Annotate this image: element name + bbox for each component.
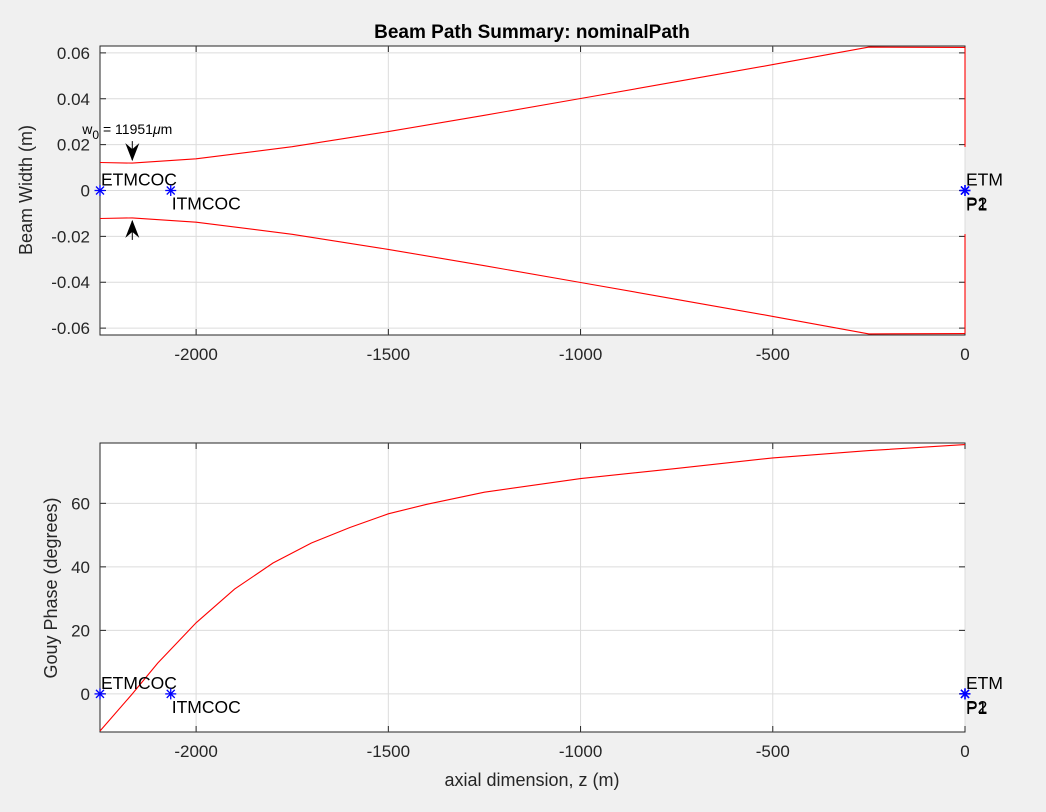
gouy-phase-x-tick-label: 0 xyxy=(960,742,969,761)
beam-width-y-tick-label: -0.06 xyxy=(51,319,90,338)
beam-width-axes: -2000 -1500 -1000 -500 0-0.06-0.04-0.0200.02… xyxy=(16,22,1003,364)
beam-width-y-label: Beam Width (m) xyxy=(16,125,36,255)
beam-width-x-tick-label: -500 xyxy=(756,345,790,364)
component-label-p2: P2 xyxy=(966,697,987,717)
waist-annotation: w0 = 11951μm xyxy=(81,121,172,142)
component-label-p2: P2 xyxy=(966,194,987,214)
component-label-p1: P1 xyxy=(966,195,987,215)
component-marker-etmcoc xyxy=(94,688,106,700)
marker-stroke xyxy=(960,186,970,195)
gouy-phase-axes: -2000 -1500 -1000 -500 0 0 20 40 60 ETMCOC ITMCOC… xyxy=(41,442,1003,790)
component-label-p1: P1 xyxy=(966,698,987,718)
waist-arrow-lower-head xyxy=(125,219,140,238)
beam-width-y-tick-label: 0 xyxy=(81,182,90,201)
beam-width-upper-curve xyxy=(99,46,965,164)
gouy-phase-curve xyxy=(99,444,966,732)
marker-stroke xyxy=(166,689,176,699)
component-marker-itmcoc xyxy=(165,185,177,196)
gouy-phase-plot-area xyxy=(99,442,966,733)
component-label-etm: ETM xyxy=(966,673,1003,693)
gouy-phase-y-tick-label: 0 xyxy=(81,685,90,704)
x-axis-label: axial dimension, z (m) xyxy=(444,770,619,790)
marker-stroke xyxy=(95,186,105,195)
beam-width-x-tick-label: -1000 xyxy=(559,345,602,364)
gouy-phase-y-tick-label: 40 xyxy=(71,558,90,577)
component-label-etmcoc: ETMCOC xyxy=(101,673,177,693)
marker-stroke xyxy=(95,689,105,699)
component-marker-p1 xyxy=(959,185,971,196)
gouy-phase-x-tick-label: -1000 xyxy=(559,742,602,761)
component-label-etmcoc: ETMCOC xyxy=(101,170,177,190)
beam-width-x-tick-label: -2000 xyxy=(174,345,217,364)
gouy-phase-x-tick-label: -1500 xyxy=(367,742,410,761)
marker-stroke xyxy=(960,689,970,699)
gouy-phase-data xyxy=(99,444,966,732)
waist-arrow-upper-head xyxy=(125,143,140,162)
component-marker-p1 xyxy=(959,688,971,700)
gouy-phase-ticks: -2000 -1500 -1000 -500 0 0 20 40 60 xyxy=(71,443,970,761)
gouy-phase-y-tick-label: 20 xyxy=(71,621,90,640)
beam-width-y-tick-label: 0.02 xyxy=(57,136,90,155)
beam-width-x-tick-label: 0 xyxy=(960,345,969,364)
beam-width-data: w0 = 11951μm xyxy=(81,46,966,335)
gouy-phase-x-tick-label: -2000 xyxy=(174,742,217,761)
beam-width-y-tick-label: 0.04 xyxy=(57,90,90,109)
beam-width-grid xyxy=(100,46,966,335)
component-marker-etmcoc xyxy=(94,185,106,196)
beam-width-y-tick-label: 0.06 xyxy=(57,44,90,63)
component-label-etm: ETM xyxy=(966,170,1003,190)
waist-annotation-unit: m xyxy=(161,121,173,137)
beam-width-lower-curve xyxy=(99,217,965,335)
gouy-phase-y-tick-label: 60 xyxy=(71,494,90,513)
waist-annotation-prefix: w xyxy=(81,121,93,137)
beam-width-ticks: -2000 -1500 -1000 -500 0-0.06-0.04-0.0200.02… xyxy=(51,44,969,364)
chart-title: Beam Path Summary: nominalPath xyxy=(374,22,690,43)
gouy-phase-grid xyxy=(100,443,966,732)
gouy-phase-y-label: Gouy Phase (degrees) xyxy=(41,497,61,678)
waist-annotation-subscript: 0 xyxy=(92,128,99,142)
waist-annotation-value: = 11951 xyxy=(99,121,153,137)
beam-width-y-tick-label: -0.02 xyxy=(51,227,90,246)
marker-stroke xyxy=(166,186,176,195)
waist-annotation-mu: μ xyxy=(152,121,161,137)
gouy-phase-x-tick-label: -500 xyxy=(756,742,790,761)
component-label-itmcoc: ITMCOC xyxy=(172,194,241,214)
component-marker-itmcoc xyxy=(165,688,177,700)
beam-width-x-tick-label: -1500 xyxy=(367,345,410,364)
component-label-itmcoc: ITMCOC xyxy=(172,697,241,717)
beam-width-y-tick-label: -0.04 xyxy=(51,273,90,292)
